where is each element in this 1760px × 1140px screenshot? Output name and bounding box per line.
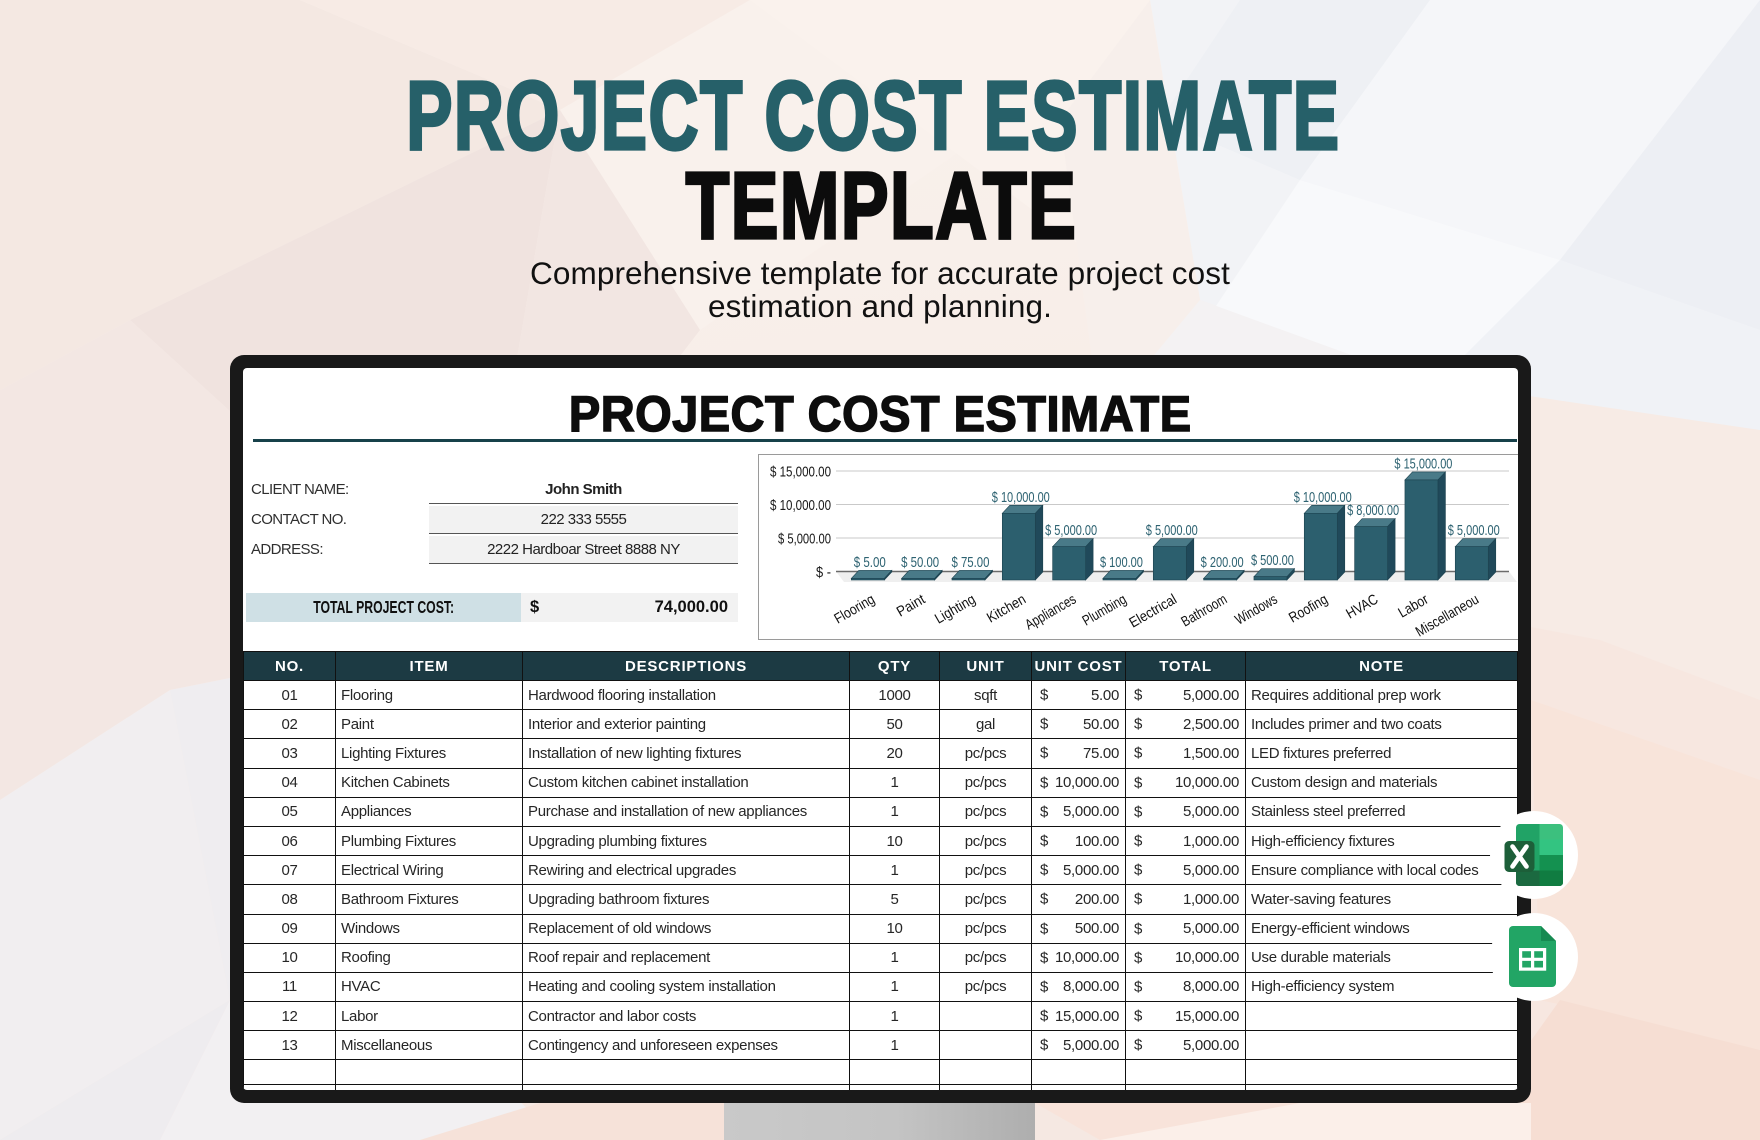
svg-text:$ 5,000.00: $ 5,000.00 <box>1045 522 1097 539</box>
svg-text:$ 200.00: $ 200.00 <box>1201 554 1244 571</box>
svg-text:$ 15,000.00: $ 15,000.00 <box>1394 455 1452 472</box>
svg-text:$ -: $ - <box>816 564 831 581</box>
svg-text:$ 8,000.00: $ 8,000.00 <box>1347 502 1399 519</box>
svg-text:$ 15,000.00: $ 15,000.00 <box>770 464 831 481</box>
svg-text:$ 5,000.00: $ 5,000.00 <box>1146 522 1198 539</box>
svg-text:$ 500.00: $ 500.00 <box>1251 552 1294 569</box>
svg-text:$ 100.00: $ 100.00 <box>1100 554 1143 571</box>
svg-text:$ 10,000.00: $ 10,000.00 <box>992 489 1050 506</box>
svg-text:$ 5.00: $ 5.00 <box>854 554 886 571</box>
svg-text:$ 50.00: $ 50.00 <box>901 554 939 571</box>
svg-text:$ 75.00: $ 75.00 <box>951 554 989 571</box>
svg-text:$ 5,000.00: $ 5,000.00 <box>778 531 831 548</box>
svg-text:$ 5,000.00: $ 5,000.00 <box>1448 522 1500 539</box>
svg-text:$ 10,000.00: $ 10,000.00 <box>1294 489 1352 506</box>
svg-text:$ 10,000.00: $ 10,000.00 <box>770 497 831 514</box>
